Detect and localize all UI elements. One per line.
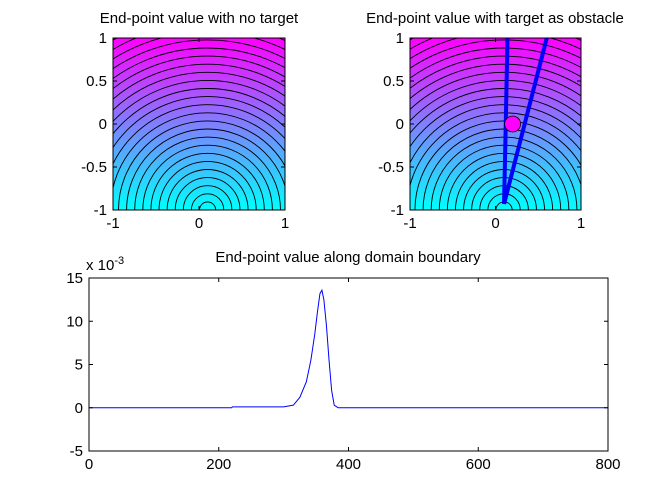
contour-line [113, 104, 285, 165]
y-tick-label: -1 [391, 202, 404, 219]
contour-line [142, 144, 273, 210]
contour-line [410, 55, 581, 89]
contour-line [190, 193, 225, 210]
subplot-target-obstacle: End-point value with target as obstacle … [366, 10, 624, 232]
contour-line [410, 63, 581, 100]
x-tick-label: 800 [595, 456, 620, 473]
contour-line [113, 39, 285, 70]
y-tick-label: 5 [75, 357, 83, 374]
subplot-2-y-ticks: 1 0.5 0 -0.5 -1 [378, 30, 581, 219]
contour-line [113, 55, 285, 90]
y-tick-label: -1 [94, 202, 107, 219]
contour-line [126, 128, 285, 210]
boundary-value-line [89, 288, 608, 409]
y-tick-label: 0.5 [86, 73, 107, 90]
contour-line [113, 63, 285, 100]
contour-line [410, 39, 581, 69]
y-tick-label: 0 [396, 116, 404, 133]
y-tick-label: 1 [99, 30, 107, 47]
x-tick-label: 600 [466, 456, 491, 473]
contour-line [410, 88, 581, 134]
y-tick-label: 0 [99, 116, 107, 133]
y-tick-label: 15 [66, 270, 83, 287]
x-tick-label: 0 [85, 456, 93, 473]
subplot-1-title: End-point value with no target [100, 10, 299, 27]
boundary-line [502, 38, 549, 205]
x-tick-label: -1 [106, 215, 119, 232]
subplot-2-colormap-fill [410, 38, 581, 210]
contour-line [113, 112, 285, 190]
contour-line [166, 169, 249, 210]
subplot-2-title: End-point value with target as obstacle [366, 10, 624, 27]
contour-line [113, 47, 285, 80]
contour-line [134, 136, 281, 210]
y-tick-label: -0.5 [81, 159, 107, 176]
subplot-boundary-values: End-point value along domain boundary x … [66, 249, 620, 473]
x-tick-label: 400 [336, 456, 361, 473]
subplot-3-x-ticks: 0 200 400 600 800 [85, 278, 621, 473]
subplot-3-series [89, 288, 608, 409]
x-tick-label: -1 [403, 215, 416, 232]
x-tick-label: 1 [281, 215, 289, 232]
subplot-3-plot-area [89, 278, 608, 451]
contour-line [113, 71, 285, 111]
contour-line [150, 152, 265, 210]
contour-line [410, 71, 581, 111]
y-tick-label: 1 [396, 30, 404, 47]
subplot-no-target: End-point value with no target -1 0 1 1 0.5… [81, 10, 299, 232]
contour-line [410, 96, 581, 148]
contour-line [410, 47, 581, 79]
x-tick-label: 200 [206, 456, 231, 473]
y-tick-label: 10 [66, 313, 83, 330]
x-tick-label: 1 [577, 215, 585, 232]
y-tick-label: 0.5 [383, 73, 404, 90]
y-tick-label: -5 [70, 443, 83, 460]
contour-line [113, 79, 285, 123]
subplot-1-y-ticks: 1 0.5 0 -0.5 -1 [81, 30, 285, 219]
y-tick-label: 0 [75, 400, 83, 417]
y-exponent-label: x 10-3 [86, 255, 124, 274]
subplot-2-x-ticks: -1 0 1 [403, 38, 585, 232]
subplot-3-y-ticks: 15 10 5 0 -5 [66, 270, 608, 460]
contour-line [113, 96, 285, 149]
contour-line [174, 177, 241, 210]
contour-line [410, 79, 581, 122]
target-obstacle-marker [504, 115, 521, 133]
y-tick-label: -0.5 [378, 159, 404, 176]
subplot-3-title: End-point value along domain boundary [215, 249, 481, 266]
contour-line [113, 88, 285, 135]
x-tick-label: 0 [195, 215, 203, 232]
contour-line [118, 120, 285, 210]
contour-line [410, 104, 581, 164]
subplot-1-x-ticks: -1 0 1 [106, 38, 289, 232]
x-tick-label: 0 [491, 215, 499, 232]
